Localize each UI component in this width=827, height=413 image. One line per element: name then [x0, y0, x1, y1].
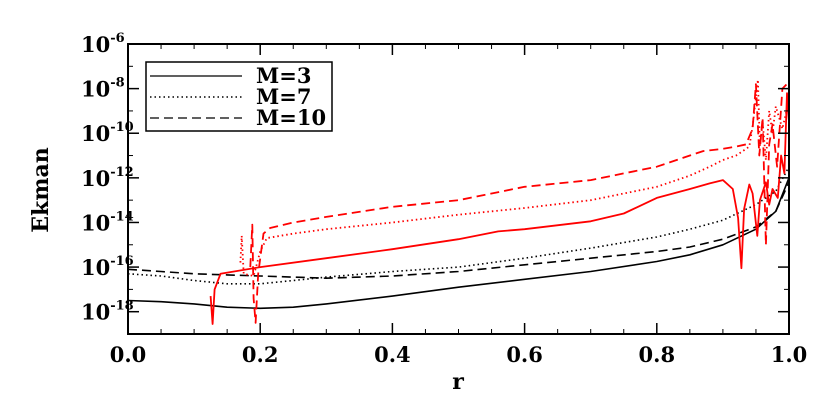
axes-layer: 0.0 0.2 0.4 0.6 0.8 1.0 10-6 10-8 10-10 10-12 10-1… — [81, 31, 807, 367]
x-tick-label-0: 0.0 — [110, 342, 147, 367]
y-axis-title: Ekman — [28, 147, 54, 233]
y-tick-label-1: 10-8 — [81, 76, 125, 102]
y-tick-label-0: 10-6 — [81, 31, 125, 57]
series-line-1 — [127, 166, 790, 285]
legend-label-m3: M=3 — [256, 63, 311, 88]
y-tick-label-2: 10-10 — [81, 120, 134, 146]
legend-label-m10: M=10 — [256, 105, 326, 130]
x-axis-title: r — [452, 369, 464, 395]
series-line-2 — [127, 181, 790, 279]
series-layer — [127, 78, 790, 325]
x-tick-label-2: 0.4 — [374, 342, 411, 367]
y-tick-label-4: 10-14 — [81, 209, 134, 235]
x-tick-label-1: 0.2 — [242, 342, 279, 367]
legend: M=3 M=7 M=10 — [145, 61, 333, 132]
y-tick-label-3: 10-12 — [81, 165, 134, 191]
series-line-0 — [127, 177, 790, 310]
x-tick-label-3: 0.6 — [506, 342, 543, 367]
series-line-4 — [239, 78, 790, 277]
y-tick-label-6: 10-18 — [81, 299, 134, 325]
x-tick-label-4: 0.8 — [639, 342, 676, 367]
series-line-3 — [209, 92, 790, 325]
legend-label-m7: M=7 — [256, 84, 311, 109]
x-tick-label-5: 1.0 — [771, 342, 808, 367]
y-tick-label-5: 10-16 — [81, 254, 134, 280]
series-line-5 — [249, 81, 790, 324]
